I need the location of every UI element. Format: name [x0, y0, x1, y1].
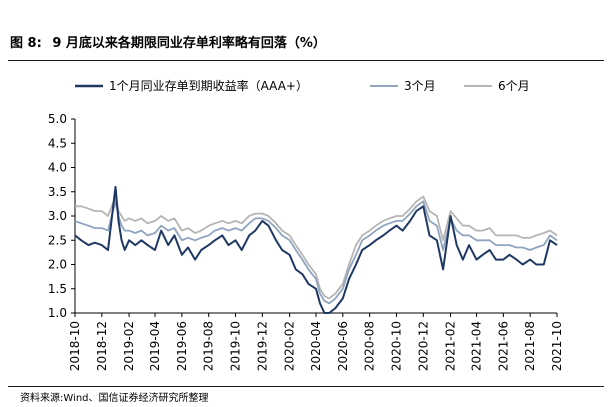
x-tick-label: 2020-12: [416, 321, 430, 371]
y-tick-label: 2.5: [48, 233, 67, 247]
x-tick-label: 2020-02: [283, 321, 297, 371]
series-lines: [74, 185, 558, 314]
x-tick-label: 2020-08: [363, 321, 377, 371]
y-tick-label: 5.0: [48, 112, 67, 126]
x-tick-label: 2021-04: [470, 321, 484, 371]
figure-title: 图 8: 9 月底以来各期限同业存单利率略有回落（%）: [10, 32, 326, 51]
y-tick-label: 1.0: [48, 306, 67, 320]
x-tick-label: 2018-10: [68, 321, 82, 371]
y-tick-label: 3.0: [48, 209, 67, 223]
axes: 1.0 1.5 2.0 2.5 3.0 3.5 4.0 4.5 5.0 2018-10 2018-1…: [48, 112, 564, 371]
y-tick-label: 4.0: [48, 161, 67, 175]
y-tick-label: 2.0: [48, 258, 67, 272]
y-tick-label: 3.5: [48, 185, 67, 199]
series-line-3: [75, 195, 558, 300]
bottom-rule: [8, 386, 604, 387]
legend-label-1: 1个月同业存单到期收益率（AAA+）: [109, 78, 308, 93]
x-tick-label: 2020-06: [336, 321, 350, 371]
figure-caption: 9 月底以来各期限同业存单利率略有回落（%）: [52, 36, 326, 51]
x-tick-label: 2021-06: [496, 321, 510, 371]
x-tick-label: 2020-04: [309, 321, 323, 371]
x-tick-label: 2020-10: [389, 321, 403, 371]
series-line-2: [74, 200, 558, 305]
x-tick-label: 2019-04: [148, 321, 162, 371]
source-note: 资料来源:Wind、国信证券经济研究所整理: [20, 393, 209, 404]
x-tick-label: 2021-08: [523, 321, 537, 371]
x-tick-label: 2021-10: [550, 321, 564, 371]
legend: 1个月同业存单到期收益率（AAA+） 3个月 6个月: [75, 78, 530, 93]
legend-label-3: 6个月: [498, 79, 530, 93]
legend-label-2: 3个月: [404, 79, 436, 93]
x-tick-label: 2019-10: [229, 321, 243, 371]
x-tick-label: 2019-12: [255, 321, 269, 371]
x-tick-label: 2018-12: [95, 321, 109, 371]
top-rule: [8, 60, 604, 61]
x-tick-label: 2019-08: [202, 321, 216, 371]
x-tick-label: 2021-02: [444, 321, 458, 371]
figure-label: 图 8:: [10, 36, 42, 51]
y-tick-label: 4.5: [48, 136, 67, 150]
series-line-1: [74, 185, 558, 314]
y-tick-label: 1.5: [48, 282, 67, 296]
x-tick-label: 2019-06: [175, 321, 189, 371]
x-tick-label: 2019-02: [122, 321, 136, 371]
